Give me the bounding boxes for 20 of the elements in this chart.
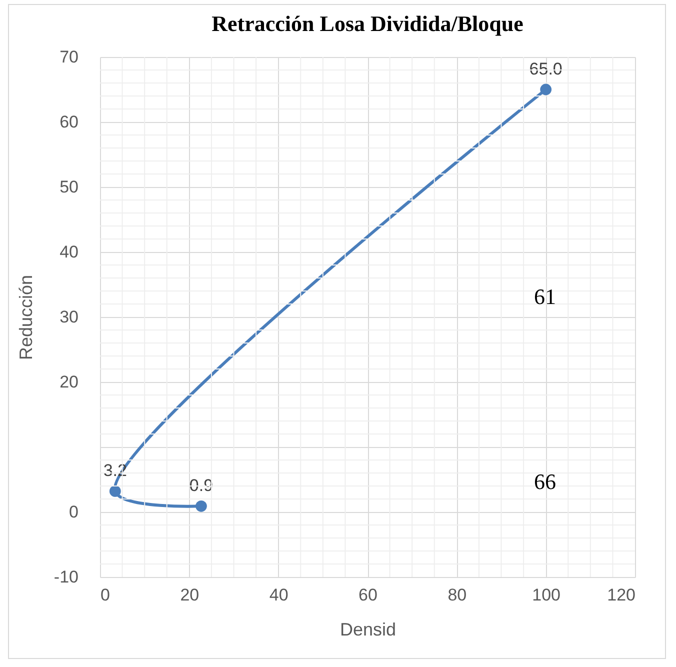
x-axis-title: Densid bbox=[340, 620, 396, 640]
y-tick-label: 60 bbox=[60, 112, 78, 132]
x-tick-label: 100 bbox=[532, 586, 561, 604]
chart-title: Retracción Losa Dividida/Bloque bbox=[212, 11, 524, 36]
x-tick-label: 60 bbox=[358, 586, 378, 604]
y-tick-label: 30 bbox=[60, 308, 78, 326]
y-tick-label: 70 bbox=[60, 48, 78, 66]
y-tick-label: 20 bbox=[60, 372, 78, 392]
x-tick-label: 20 bbox=[180, 586, 200, 604]
y-tick-label: -10 bbox=[54, 568, 78, 586]
y-tick-label: 50 bbox=[60, 178, 78, 196]
annotation: 66 bbox=[534, 469, 556, 494]
x-tick-label: 120 bbox=[607, 586, 636, 604]
y-tick-label: 0 bbox=[69, 502, 78, 522]
x-tick-label: 80 bbox=[448, 586, 467, 604]
annotation: 61 bbox=[534, 284, 556, 309]
x-tick-label: 0 bbox=[100, 586, 110, 604]
x-tick-label: 40 bbox=[269, 586, 288, 604]
y-axis-title: Reducción bbox=[16, 274, 36, 360]
y-tick-label: 40 bbox=[60, 242, 78, 262]
